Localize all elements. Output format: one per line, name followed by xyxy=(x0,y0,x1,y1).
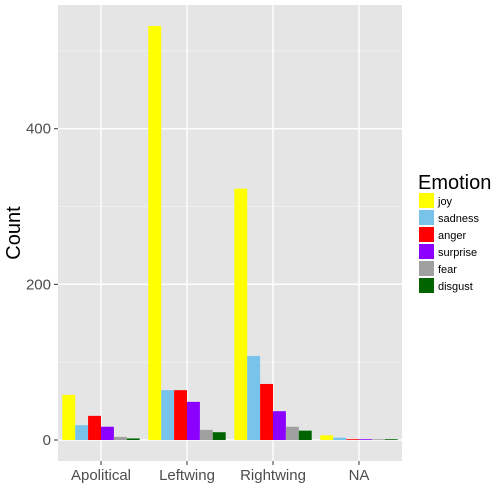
y-axis-title: Count xyxy=(3,206,25,260)
legend-label-disgust: disgust xyxy=(438,281,473,293)
legend-key-surprise xyxy=(419,244,434,259)
bar-disgust xyxy=(298,430,312,440)
bar-anger xyxy=(174,390,187,440)
bars xyxy=(62,26,398,440)
bar-surprise xyxy=(101,426,114,440)
plot-panel xyxy=(58,5,402,461)
y-tick-label: 0 xyxy=(43,432,51,449)
bar-sadness xyxy=(75,425,89,440)
bar-anger xyxy=(260,383,273,440)
bar-joy xyxy=(320,435,334,440)
minor-gridlines xyxy=(58,50,402,363)
bar-sadness xyxy=(161,390,175,440)
legend-key-joy xyxy=(419,193,434,208)
bar-disgust xyxy=(384,439,398,440)
legend-key-fear xyxy=(419,261,434,276)
y-tick-label: 400 xyxy=(26,121,51,138)
legend-label-fear: fear xyxy=(438,264,457,276)
bar-joy xyxy=(234,188,248,440)
legend-key-sadness xyxy=(419,210,434,225)
x-tick-label: Rightwing xyxy=(240,467,306,484)
legend-label-anger: anger xyxy=(438,230,466,242)
legend-label-surprise: surprise xyxy=(438,247,477,259)
bar-sadness xyxy=(333,437,347,440)
bar-joy xyxy=(62,394,76,440)
bar-joy xyxy=(148,26,162,440)
x-tick-label: NA xyxy=(349,467,370,484)
bar-disgust xyxy=(212,432,226,440)
bar-anger xyxy=(346,439,359,440)
bar-surprise xyxy=(273,411,286,440)
legend-key-anger xyxy=(419,227,434,242)
bar-fear xyxy=(285,426,299,440)
x-tick-label: Leftwing xyxy=(159,467,215,484)
bar-sadness xyxy=(247,355,261,440)
legend-label-sadness: sadness xyxy=(438,213,479,225)
legend-title: Emotion xyxy=(418,172,491,194)
bar-fear xyxy=(199,429,213,440)
y-axis: 0 200 400 xyxy=(26,121,58,449)
bar-anger xyxy=(88,415,101,440)
x-tick-label: Apolitical xyxy=(71,467,131,484)
bar-surprise xyxy=(187,401,200,440)
bar-surprise xyxy=(359,439,372,440)
bar-fear xyxy=(113,436,127,440)
x-axis: Apolitical Leftwing Rightwing NA xyxy=(71,461,369,484)
bar-disgust xyxy=(126,438,140,440)
legend-key-disgust xyxy=(419,278,434,293)
y-tick-label: 200 xyxy=(26,276,51,293)
legend-label-joy: joy xyxy=(437,196,453,208)
legend: Emotion joy sadness anger surprise fear disgu… xyxy=(418,172,491,293)
bar-fear xyxy=(371,439,385,440)
